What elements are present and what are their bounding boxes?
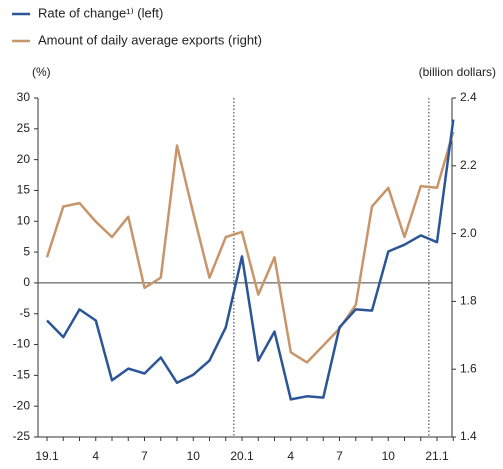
y-axis-label: (%) [32,65,51,79]
y-tick-label: 10 [17,213,31,227]
legend-label: Amount of daily average exports (right) [38,32,262,47]
y-tick-label: 25 [17,121,31,135]
x-tick-label: 4 [92,449,99,463]
x-tick-label: 7 [141,449,148,463]
x-tick-label: 7 [336,449,343,463]
y2-axis-label: (billion dollars) [419,65,496,79]
x-tick-label: 4 [287,449,294,463]
series-line [45,131,455,364]
y2-tick-label: 2.4 [460,90,477,104]
y-tick-label: 15 [17,183,31,197]
legend-label: Rate of change¹⁾ (left) [38,5,163,20]
y-tick-label: -10 [13,337,31,351]
y-tick-label: 20 [17,152,31,166]
y-tick-label: 5 [23,244,30,258]
x-tick-label: 21.1 [425,449,449,463]
x-tick-label: 10 [382,449,396,463]
y2-tick-label: 1.6 [460,361,477,375]
x-tick-label: 10 [187,449,201,463]
y-tick-label: 30 [17,90,31,104]
y2-tick-label: 1.4 [460,429,477,443]
y-tick-label: -20 [13,398,31,412]
series-line [46,119,455,401]
y2-tick-label: 1.8 [460,294,477,308]
y-tick-label: -5 [19,306,30,320]
x-tick-label: 19.1 [35,449,59,463]
x-tick-label: 20.1 [230,449,254,463]
y-tick-label: 0 [23,275,30,289]
y-tick-label: -15 [13,368,31,382]
y2-tick-label: 2.0 [460,226,477,240]
y-tick-label: -25 [13,429,31,443]
y2-tick-label: 2.2 [460,158,477,172]
